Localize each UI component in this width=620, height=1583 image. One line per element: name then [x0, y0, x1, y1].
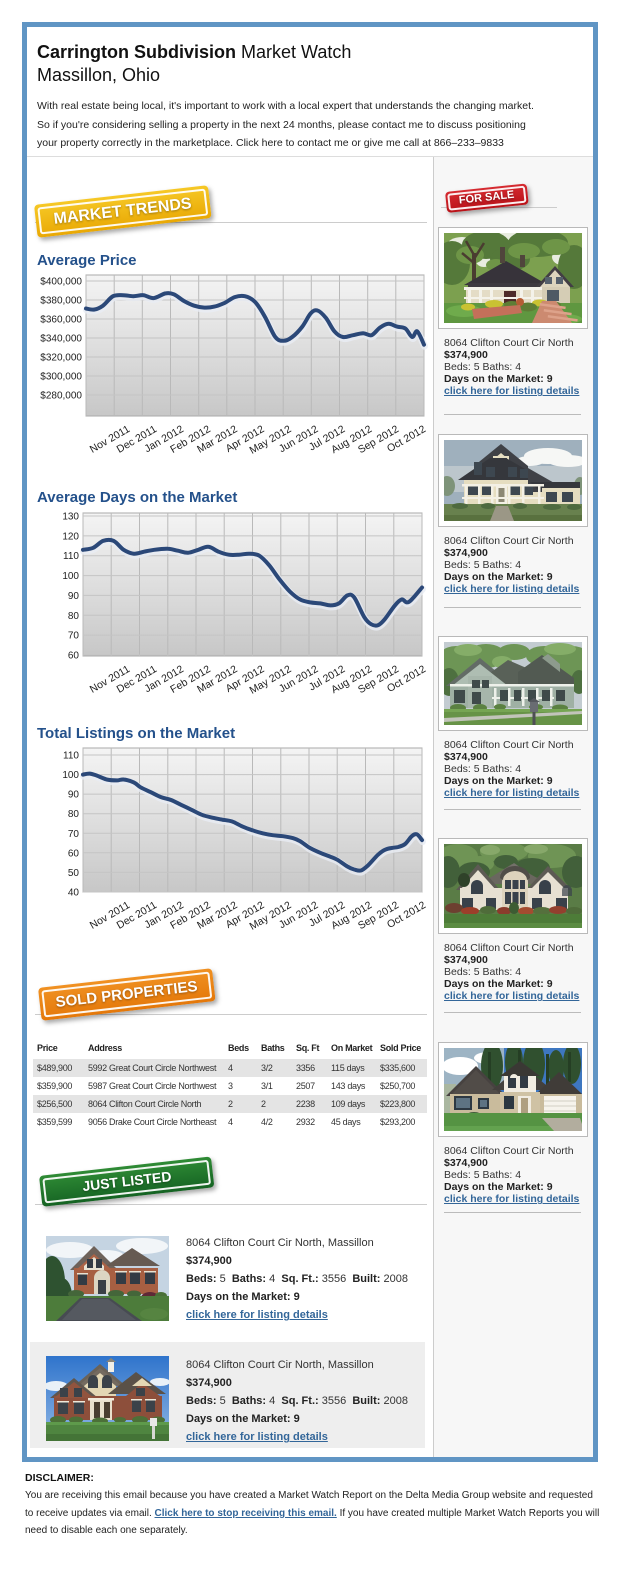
svg-text:110: 110 — [63, 751, 79, 762]
svg-text:60: 60 — [68, 848, 80, 859]
svg-text:120: 120 — [62, 531, 79, 542]
svg-text:80: 80 — [68, 809, 80, 820]
svg-text:70: 70 — [68, 631, 80, 642]
svg-text:$400,000: $400,000 — [40, 277, 82, 288]
svg-text:130: 130 — [62, 512, 79, 523]
svg-text:$320,000: $320,000 — [40, 353, 82, 364]
svg-text:$380,000: $380,000 — [40, 296, 82, 307]
svg-text:100: 100 — [62, 571, 79, 582]
svg-text:70: 70 — [68, 829, 80, 840]
svg-text:$280,000: $280,000 — [40, 391, 82, 402]
svg-text:100: 100 — [62, 770, 79, 781]
svg-text:110: 110 — [63, 551, 79, 562]
svg-text:$360,000: $360,000 — [40, 315, 82, 326]
svg-text:90: 90 — [68, 790, 80, 801]
svg-text:60: 60 — [68, 651, 80, 662]
svg-text:80: 80 — [68, 611, 80, 622]
svg-text:40: 40 — [68, 888, 80, 899]
svg-text:90: 90 — [68, 591, 80, 602]
svg-text:$340,000: $340,000 — [40, 334, 82, 345]
svg-text:50: 50 — [68, 868, 80, 879]
svg-text:$300,000: $300,000 — [40, 372, 82, 383]
